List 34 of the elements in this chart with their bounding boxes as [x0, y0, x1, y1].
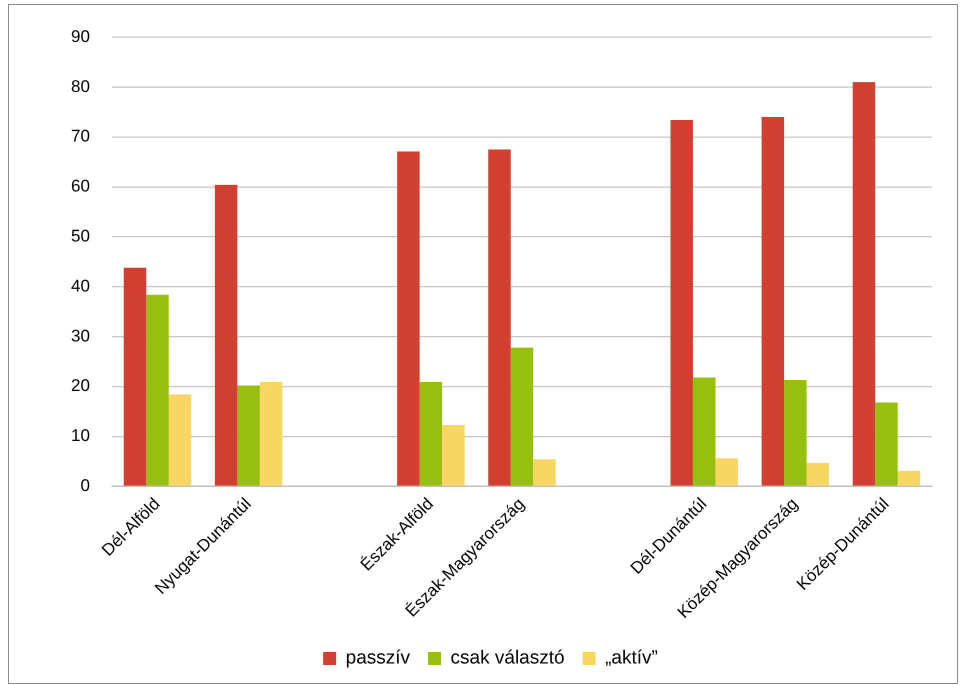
bar — [397, 151, 420, 486]
bar — [237, 386, 260, 486]
y-tick-label: 70 — [70, 126, 90, 146]
legend-label: csak választó — [450, 648, 565, 669]
bar — [852, 82, 876, 486]
bar — [488, 149, 511, 486]
bar — [214, 184, 238, 486]
y-tick-label: 20 — [70, 376, 90, 396]
bar — [442, 424, 465, 486]
y-tick-label: 80 — [70, 76, 90, 96]
bar — [510, 348, 534, 486]
bar — [533, 459, 556, 486]
bar — [784, 380, 807, 486]
bar — [806, 462, 830, 486]
bar — [168, 394, 192, 486]
bar — [420, 382, 442, 486]
y-tick-label: 0 — [80, 476, 90, 496]
y-tick-label: 90 — [70, 26, 90, 46]
bar — [146, 294, 169, 486]
y-tick-label: 10 — [70, 426, 90, 446]
legend-label: passzív — [346, 648, 411, 669]
legend-label: „aktív” — [605, 648, 658, 669]
bar — [124, 268, 146, 486]
y-tick-label: 60 — [70, 176, 90, 196]
y-tick-label: 50 — [70, 226, 90, 246]
bar — [692, 378, 716, 486]
bar — [715, 458, 738, 486]
bar — [762, 117, 784, 486]
y-tick-label: 30 — [70, 326, 90, 346]
bar — [875, 402, 898, 486]
bar — [898, 470, 920, 486]
y-tick-label: 40 — [70, 276, 90, 296]
bar — [260, 382, 282, 486]
bar — [670, 120, 693, 486]
